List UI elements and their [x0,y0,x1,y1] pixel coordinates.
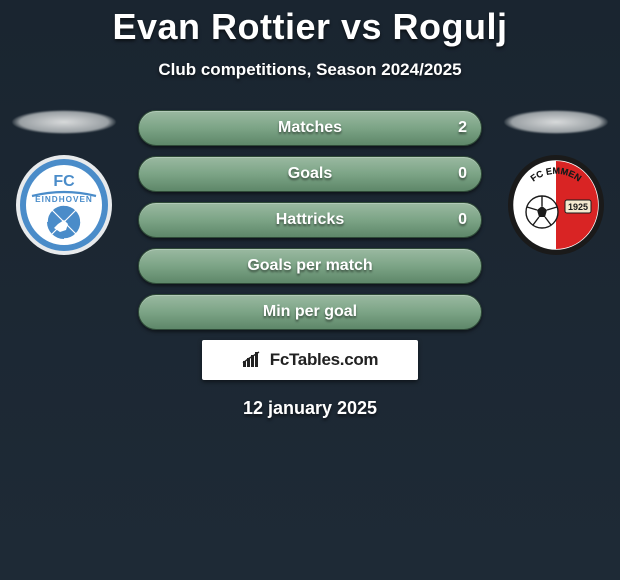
stat-value: 0 [458,211,467,229]
fc-emmen-logo-icon: FC EMMEN FC EMMEN 1925 [506,152,606,258]
page-title: Evan Rottier vs Rogulj [0,0,620,48]
date-label: 12 january 2025 [0,398,620,419]
stat-row-gpm: Goals per match [138,248,482,284]
right-side: FC EMMEN FC EMMEN 1925 [496,110,616,258]
bar-chart-icon [242,351,264,369]
comparison-row: FC EINDHOVEN Matches 2 Goals 0 Hattr [0,110,620,380]
svg-text:1925: 1925 [568,202,588,212]
stat-label: Hattricks [276,211,344,229]
club-logo-right: FC EMMEN FC EMMEN 1925 [506,152,606,258]
fc-eindhoven-logo-icon: FC EINDHOVEN [14,152,114,258]
stat-label: Goals [288,165,332,183]
spotlight-right [504,110,608,134]
stat-row-goals: Goals 0 [138,156,482,192]
stat-value: 2 [458,119,467,137]
stat-label: Matches [278,119,342,137]
stats-column: Matches 2 Goals 0 Hattricks 0 Goals per … [138,110,482,380]
stat-value: 0 [458,165,467,183]
stat-row-matches: Matches 2 [138,110,482,146]
brand-text: FcTables.com [270,350,379,370]
brand-badge: FcTables.com [202,340,418,380]
stat-label: Min per goal [263,303,357,321]
club-logo-left: FC EINDHOVEN [14,152,114,258]
stat-label: Goals per match [247,257,372,275]
stat-row-hattricks: Hattricks 0 [138,202,482,238]
svg-text:FC: FC [53,173,75,190]
stat-row-mpg: Min per goal [138,294,482,330]
spotlight-left [12,110,116,134]
subtitle: Club competitions, Season 2024/2025 [0,60,620,80]
left-side: FC EINDHOVEN [4,110,124,258]
svg-text:EINDHOVEN: EINDHOVEN [35,195,93,204]
